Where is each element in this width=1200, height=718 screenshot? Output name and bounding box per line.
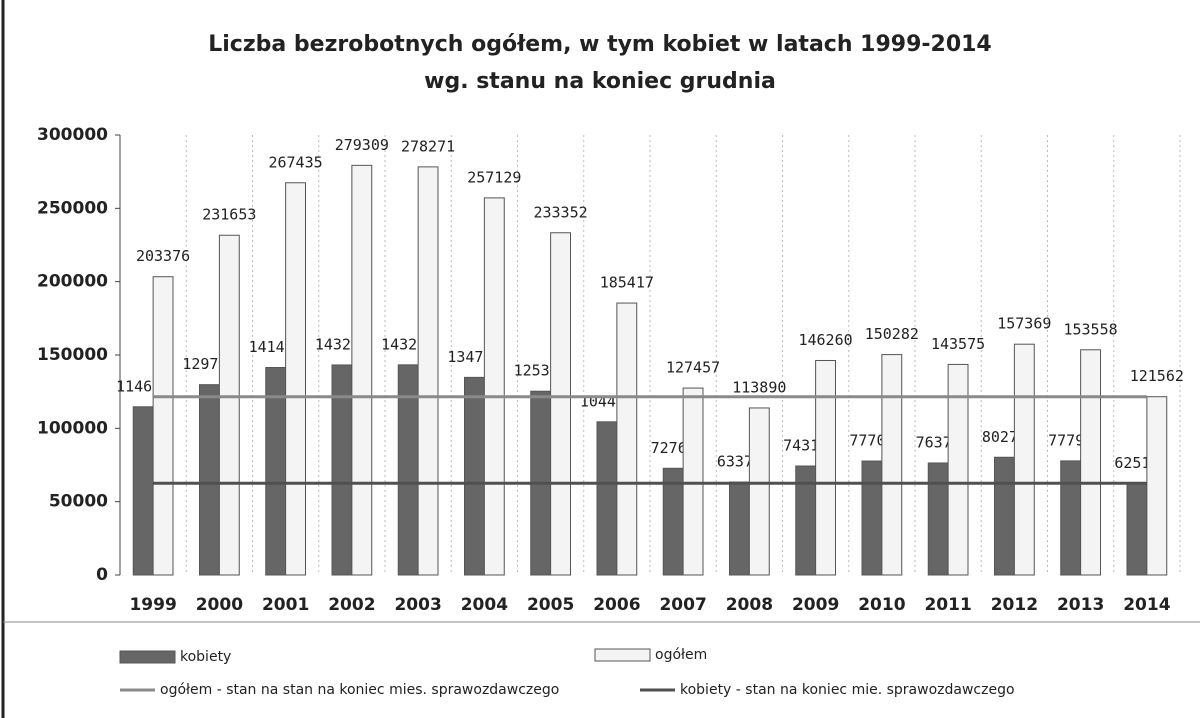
y-tick-label: 50000: [49, 492, 108, 512]
data-label: 267435: [268, 153, 322, 171]
bar: [1146, 396, 1168, 576]
x-tick-label: 2002: [328, 595, 375, 615]
x-tick-label: 2004: [461, 595, 508, 615]
bar: [682, 387, 704, 576]
legend-label: ogółem: [655, 647, 707, 663]
legend-swatch: [119, 650, 176, 664]
bar: [1060, 460, 1082, 576]
data-label: 127457: [666, 359, 720, 377]
y-tick-label: 300000: [37, 125, 108, 145]
bar: [994, 456, 1015, 576]
data-label: 278271: [401, 137, 455, 155]
data-label: 203376: [136, 247, 190, 265]
y-tick-label: 150000: [37, 345, 108, 365]
bar: [417, 166, 439, 576]
data-label: 153558: [1063, 320, 1117, 338]
y-tick-label: 250000: [37, 198, 108, 218]
data-label: 157369: [997, 315, 1051, 333]
bar: [483, 197, 505, 576]
data-label: 257129: [467, 168, 521, 186]
data-label: 121562: [1130, 367, 1184, 385]
bar: [199, 384, 220, 576]
bar: [947, 363, 969, 576]
bar: [881, 354, 903, 576]
chart-subtitle: wg. stanu na koniec grudnia: [424, 69, 776, 94]
bar: [152, 276, 174, 576]
x-tick-label: 2000: [196, 595, 243, 615]
data-label: 231653: [202, 206, 256, 224]
bar: [815, 359, 836, 576]
x-tick-label: 2009: [792, 595, 839, 615]
data-label: 143575: [931, 335, 985, 353]
legend-swatch: [594, 648, 651, 662]
x-tick-label: 2014: [1123, 595, 1170, 615]
x-tick-label: 2001: [262, 595, 309, 615]
bar: [550, 232, 571, 576]
x-tick-label: 2006: [593, 595, 640, 615]
y-tick-label: 100000: [37, 418, 108, 438]
bar: [616, 302, 638, 576]
legend-label: ogółem - stan na stan na koniec mies. sp…: [160, 682, 559, 698]
chart-title: Liczba bezrobotnych ogółem, w tym kobiet…: [208, 32, 992, 57]
x-tick-label: 2005: [527, 595, 574, 615]
bar: [1013, 343, 1035, 576]
bar: [927, 462, 949, 576]
data-label: 113890: [732, 378, 786, 396]
data-label: 150282: [865, 325, 919, 343]
x-tick-label: 2012: [991, 595, 1038, 615]
x-tick-label: 1999: [129, 595, 176, 615]
bar: [729, 481, 750, 576]
bar: [596, 421, 618, 576]
x-tick-label: 2008: [726, 595, 773, 615]
data-label: 185417: [600, 274, 654, 292]
bar: [464, 376, 485, 576]
bar: [861, 460, 883, 576]
y-tick-label: 0: [96, 565, 108, 585]
bar: [351, 164, 373, 576]
bar: [1126, 482, 1148, 576]
data-label: 279309: [335, 136, 389, 154]
data-label: 146260: [798, 331, 852, 349]
x-tick-label: 2010: [858, 595, 905, 615]
x-tick-label: 2003: [394, 595, 441, 615]
x-tick-label: 2011: [924, 595, 971, 615]
bar: [285, 182, 306, 576]
bar: [265, 367, 287, 576]
bar: [218, 234, 240, 576]
data-label: 233352: [533, 203, 587, 221]
x-tick-label: 2007: [659, 595, 706, 615]
bar: [748, 407, 770, 576]
legend-label: kobiety: [180, 649, 231, 665]
bar: [1080, 349, 1101, 576]
legend-label: kobiety - stan na koniec mie. sprawozdaw…: [680, 682, 1015, 698]
x-tick-label: 2013: [1057, 595, 1104, 615]
bar: [132, 406, 154, 576]
y-tick-label: 200000: [37, 272, 108, 292]
